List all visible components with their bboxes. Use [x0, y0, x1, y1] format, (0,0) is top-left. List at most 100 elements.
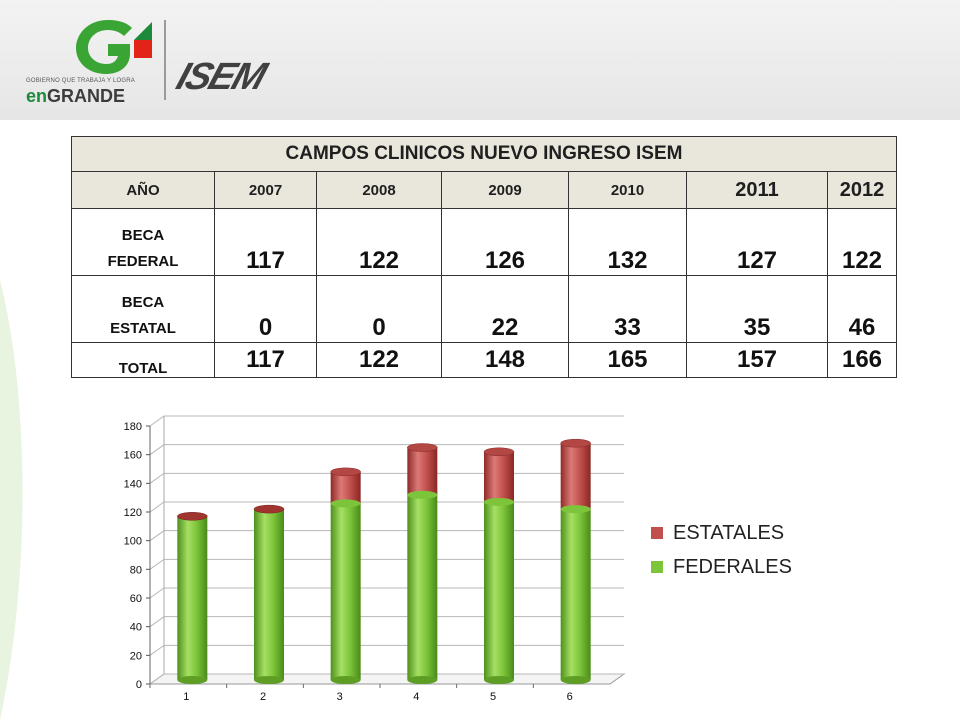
header-band	[0, 0, 960, 120]
bar-estatales	[484, 451, 514, 502]
table-cell: 22	[441, 275, 569, 343]
table-cell: 157	[686, 342, 828, 378]
legend-label: FEDERALES	[673, 556, 792, 578]
bar-estatales	[330, 471, 361, 504]
table-cell: 0	[214, 275, 317, 343]
logo-engrande: enGRANDE	[26, 86, 126, 106]
table-cell: 117	[214, 342, 317, 378]
table-title: CAMPOS CLINICOS NUEVO INGRESO ISEM	[71, 136, 897, 172]
gridline	[149, 530, 624, 542]
y-tick-label: 100	[124, 536, 142, 548]
table-cell: 132	[568, 208, 687, 276]
legend-swatch	[651, 561, 663, 573]
bar-estatales	[407, 447, 438, 495]
row-label-federal: BECA FEDERAL	[71, 208, 215, 276]
bar-federales-base	[560, 676, 591, 684]
table-cell: 127	[686, 208, 828, 276]
bar-federales-base	[484, 676, 514, 684]
back-wall	[150, 416, 624, 426]
gridline	[149, 444, 624, 456]
bar-estatales-top	[407, 443, 438, 452]
row-label-total: TOTAL	[71, 342, 215, 378]
gridline	[149, 501, 624, 513]
gridline	[149, 558, 624, 570]
bar-federales	[407, 494, 438, 680]
table-cell: 35	[686, 275, 828, 343]
bar-federales-top	[177, 512, 208, 521]
table-cell: 46	[827, 275, 897, 343]
x-tick-label: 1	[183, 691, 189, 703]
x-tick-label: 4	[413, 691, 419, 703]
x-tick-label: 5	[490, 691, 496, 703]
bar-federales	[254, 509, 284, 680]
bar-seam	[560, 505, 591, 514]
year-header: 2008	[316, 171, 442, 209]
row-label-estatal: BECA ESTATAL	[71, 275, 215, 343]
bar-federales	[177, 516, 208, 680]
bar-estatales-top	[483, 447, 515, 457]
gridline	[149, 644, 624, 656]
year-header: 2007	[214, 171, 317, 209]
table-cell: 126	[441, 208, 569, 276]
bar-federales-base	[177, 676, 208, 684]
table-cell: 122	[316, 208, 442, 276]
table-cell: 166	[827, 342, 897, 378]
y-tick-label: 20	[130, 650, 142, 662]
bar-federales-base	[407, 676, 438, 684]
logo-tagline: GOBIERNO QUE TRABAJA Y LOGRA	[26, 78, 135, 84]
y-tick-label: 0	[136, 679, 142, 691]
table-cell: 165	[568, 342, 687, 378]
table-cell: 148	[441, 342, 569, 378]
table-cell: 122	[827, 208, 897, 276]
gobierno-g-logo-icon	[76, 20, 152, 74]
table-cell: 122	[316, 342, 442, 378]
bar-estatales	[560, 443, 591, 510]
bar-federales	[330, 503, 361, 680]
year-header-row: AÑO 2007 2008 2009 2010 2011 2012	[71, 171, 897, 209]
y-tick-label: 60	[130, 593, 142, 605]
isem-logo: ISEM	[171, 56, 270, 98]
logo-divider	[164, 20, 166, 100]
year-header: 2011	[686, 171, 828, 209]
bar-federales-base	[330, 676, 361, 684]
year-header: 2009	[441, 171, 569, 209]
stacked-bar-chart: 0 20 40 60 80 100 120 140 160 180 1 2 3 4 5 6 ESTATALES F…	[124, 415, 792, 703]
x-tick-label: 6	[567, 691, 573, 703]
y-tick-label: 40	[130, 622, 142, 634]
bar-federales-top	[253, 504, 285, 514]
side-decoration	[0, 280, 23, 720]
chart-floor	[148, 673, 626, 685]
bar-seam	[484, 497, 514, 506]
gridline	[149, 472, 624, 484]
gridline	[149, 616, 624, 628]
bar-federales	[560, 509, 591, 680]
logo: GOBIERNO QUE TRABAJA Y LOGRA enGRANDE IS…	[18, 8, 288, 108]
legend-label: ESTATALES	[673, 522, 784, 544]
table-total-row: TOTAL 117 122 148 165 157 166	[71, 342, 897, 378]
table-cell: 33	[568, 275, 687, 343]
year-header-label: AÑO	[71, 171, 215, 209]
table-row: BECA ESTATAL 0 0 22 33 35 46	[71, 275, 897, 343]
x-tick-label: 2	[260, 691, 266, 703]
legend-swatch	[651, 527, 663, 539]
campos-clinicos-table: CAMPOS CLINICOS NUEVO INGRESO ISEM AÑO 2…	[71, 136, 897, 378]
table-row: BECA FEDERAL 117 122 126 132 127 122	[71, 208, 897, 276]
table-title-row: CAMPOS CLINICOS NUEVO INGRESO ISEM	[71, 136, 897, 172]
gridline	[149, 415, 624, 427]
table-cell: 0	[316, 275, 442, 343]
y-tick-label: 180	[124, 421, 142, 433]
y-tick-label: 160	[124, 450, 142, 462]
year-header: 2010	[568, 171, 687, 209]
bar-seam	[330, 499, 361, 508]
bar-estatales-top	[330, 467, 361, 477]
y-tick-label: 120	[124, 507, 142, 519]
x-tick-label: 3	[337, 691, 343, 703]
table-cell: 117	[214, 208, 317, 276]
y-tick-label: 80	[130, 564, 142, 576]
gridline	[149, 587, 624, 599]
bar-seam	[407, 490, 438, 499]
bar-federales-base	[254, 676, 284, 684]
y-tick-label: 140	[124, 478, 142, 490]
bar-federales	[484, 501, 514, 680]
year-header: 2012	[827, 171, 897, 209]
